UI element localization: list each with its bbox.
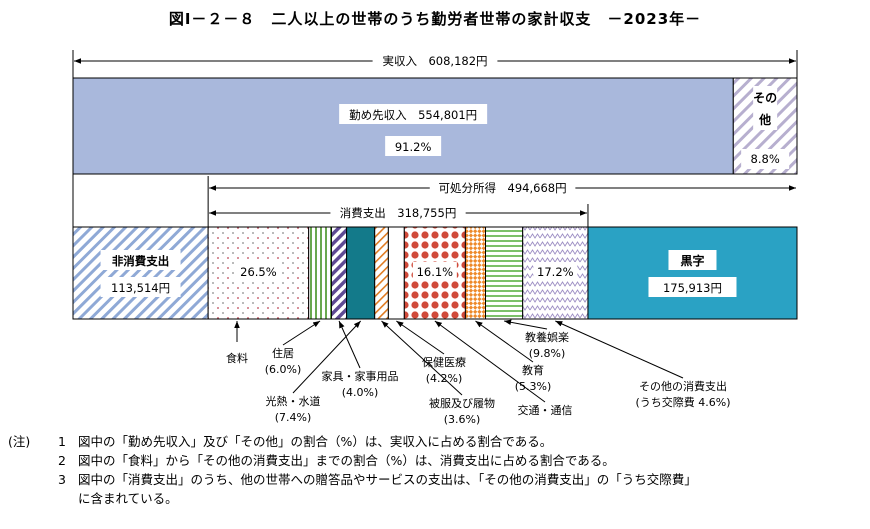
- callout-food-label: 食料: [226, 351, 248, 365]
- callout-clothing-label: 被服及び履物: [429, 396, 495, 410]
- note-number: 2: [58, 453, 66, 468]
- span-consumption-label: 消費支出 318,755円: [340, 206, 457, 220]
- note-text: 図中の「消費支出」のうち、他の世帯への贈答品やサービスの支出は、「その他の消費支…: [78, 472, 697, 487]
- span-income-label: 実収入 608,182円: [382, 54, 487, 68]
- note-text: 図中の「勤め先収入」及び「その他」の割合（%）は、実収入に占める割合である。: [78, 434, 553, 449]
- bar-label-wage: 勤め先収入 554,801円: [349, 108, 477, 122]
- callout-utilities-leader: [292, 320, 362, 394]
- callout-medical-label: 保健医療: [422, 355, 466, 369]
- label-box: [339, 104, 488, 124]
- label-box: [236, 262, 281, 280]
- note-row-3: 3 図中の「消費支出」のうち、他の世帯への贈答品やサービスの支出は、「その他の消…: [8, 470, 870, 489]
- bar-pct-other: 8.8%: [751, 152, 780, 166]
- callout-education-label: (5.3%): [515, 380, 552, 393]
- bar-label-nonconsumption: 非消費支出: [112, 254, 170, 268]
- callout-recreation-label: (9.8%): [529, 347, 566, 360]
- label-box: [372, 52, 498, 70]
- callout-othercons-leader: [555, 320, 684, 379]
- callout-education-leader: [475, 320, 534, 363]
- callout-utilities-label: 光熱・水道: [266, 394, 321, 408]
- label-box: [533, 262, 578, 280]
- callout-housing-leader: [282, 320, 321, 346]
- callout-recreation-leader: [504, 319, 548, 330]
- note-row-2: 2 図中の「食料」から「その他の消費支出」までの割合（%）は、消費支出に占める割…: [8, 451, 870, 470]
- bar-label-other: その: [753, 91, 777, 105]
- callout-medical-leader: [396, 320, 445, 355]
- chart-title: 図Ⅰ－２－８ 二人以上の世帯のうち勤労者世帯の家計収支 －2023年－: [168, 10, 702, 28]
- callout-transport-leader: [434, 320, 546, 403]
- bar-segment-recreation: [485, 226, 524, 320]
- label-box: [741, 149, 790, 169]
- bar-value-surplus: 175,913円: [663, 281, 722, 295]
- bar-pct-othercons: 17.2%: [537, 265, 574, 279]
- label-box: [100, 250, 181, 270]
- bar-segment-nonconsumption: [72, 226, 209, 320]
- label-box: [429, 179, 576, 197]
- note-row-3-continued: に含まれている。: [8, 489, 870, 508]
- label-box: [385, 136, 442, 156]
- bar-pct-wage: 91.2%: [395, 140, 432, 154]
- callout-clothing-label: (3.6%): [444, 413, 481, 426]
- callout-transport-label: 交通・通信: [518, 403, 573, 417]
- span-disposable-label: 可処分所得 494,668円: [439, 181, 567, 195]
- label-box: [412, 262, 457, 280]
- callout-furniture-label: (4.0%): [342, 386, 379, 399]
- callout-recreation-label: 教養娯楽: [525, 330, 569, 344]
- label-box: [100, 277, 181, 297]
- bar-segment-housing: [308, 226, 332, 320]
- callout-clothing-leader: [381, 320, 463, 396]
- bar-pct-food: 26.5%: [240, 265, 277, 279]
- callout-utilities-label: (7.4%): [275, 411, 312, 424]
- callout-furniture-leader: [338, 320, 361, 369]
- note-number: 1: [58, 434, 66, 449]
- label-box: [753, 86, 778, 130]
- bar-label-surplus: 黒字: [680, 253, 704, 268]
- note-text: 図中の「食料」から「その他の消費支出」までの割合（%）は、消費支出に占める割合で…: [78, 453, 615, 468]
- note-number: 3: [58, 472, 66, 487]
- callout-housing-label: 住居: [272, 346, 294, 360]
- label-box: [668, 250, 717, 270]
- bar-pct-transport: 16.1%: [417, 265, 454, 279]
- callout-furniture-label: 家具・家事用品: [322, 369, 399, 383]
- notes: (注) 1 図中の「勤め先収入」及び「その他」の割合（%）は、実収入に占める割合…: [8, 432, 870, 508]
- bar-segment-wage: [72, 77, 734, 175]
- bar-segment-furniture: [330, 226, 348, 320]
- bar-value-nonconsumption: 113,514円: [111, 281, 170, 295]
- bar-segment-utilities: [346, 226, 376, 320]
- note-text: に含まれている。: [78, 491, 178, 506]
- bar-segment-clothing: [374, 226, 389, 320]
- bar-label-other: 他: [758, 112, 771, 127]
- label-box: [330, 204, 466, 222]
- callout-othercons-label: その他の消費支出: [639, 379, 727, 393]
- bar-segment-surplus: [587, 226, 798, 320]
- bar-segment-medical: [387, 226, 405, 320]
- notes-head: (注): [8, 434, 31, 449]
- note-row-1: (注) 1 図中の「勤め先収入」及び「その他」の割合（%）は、実収入に占める割合…: [8, 432, 870, 451]
- callout-housing-label: (6.0%): [265, 363, 302, 376]
- label-box: [648, 277, 737, 297]
- callout-education-label: 教育: [522, 363, 544, 377]
- bar-segment-education: [464, 226, 487, 320]
- callout-othercons-label: (うち交際費 4.6%): [635, 395, 730, 409]
